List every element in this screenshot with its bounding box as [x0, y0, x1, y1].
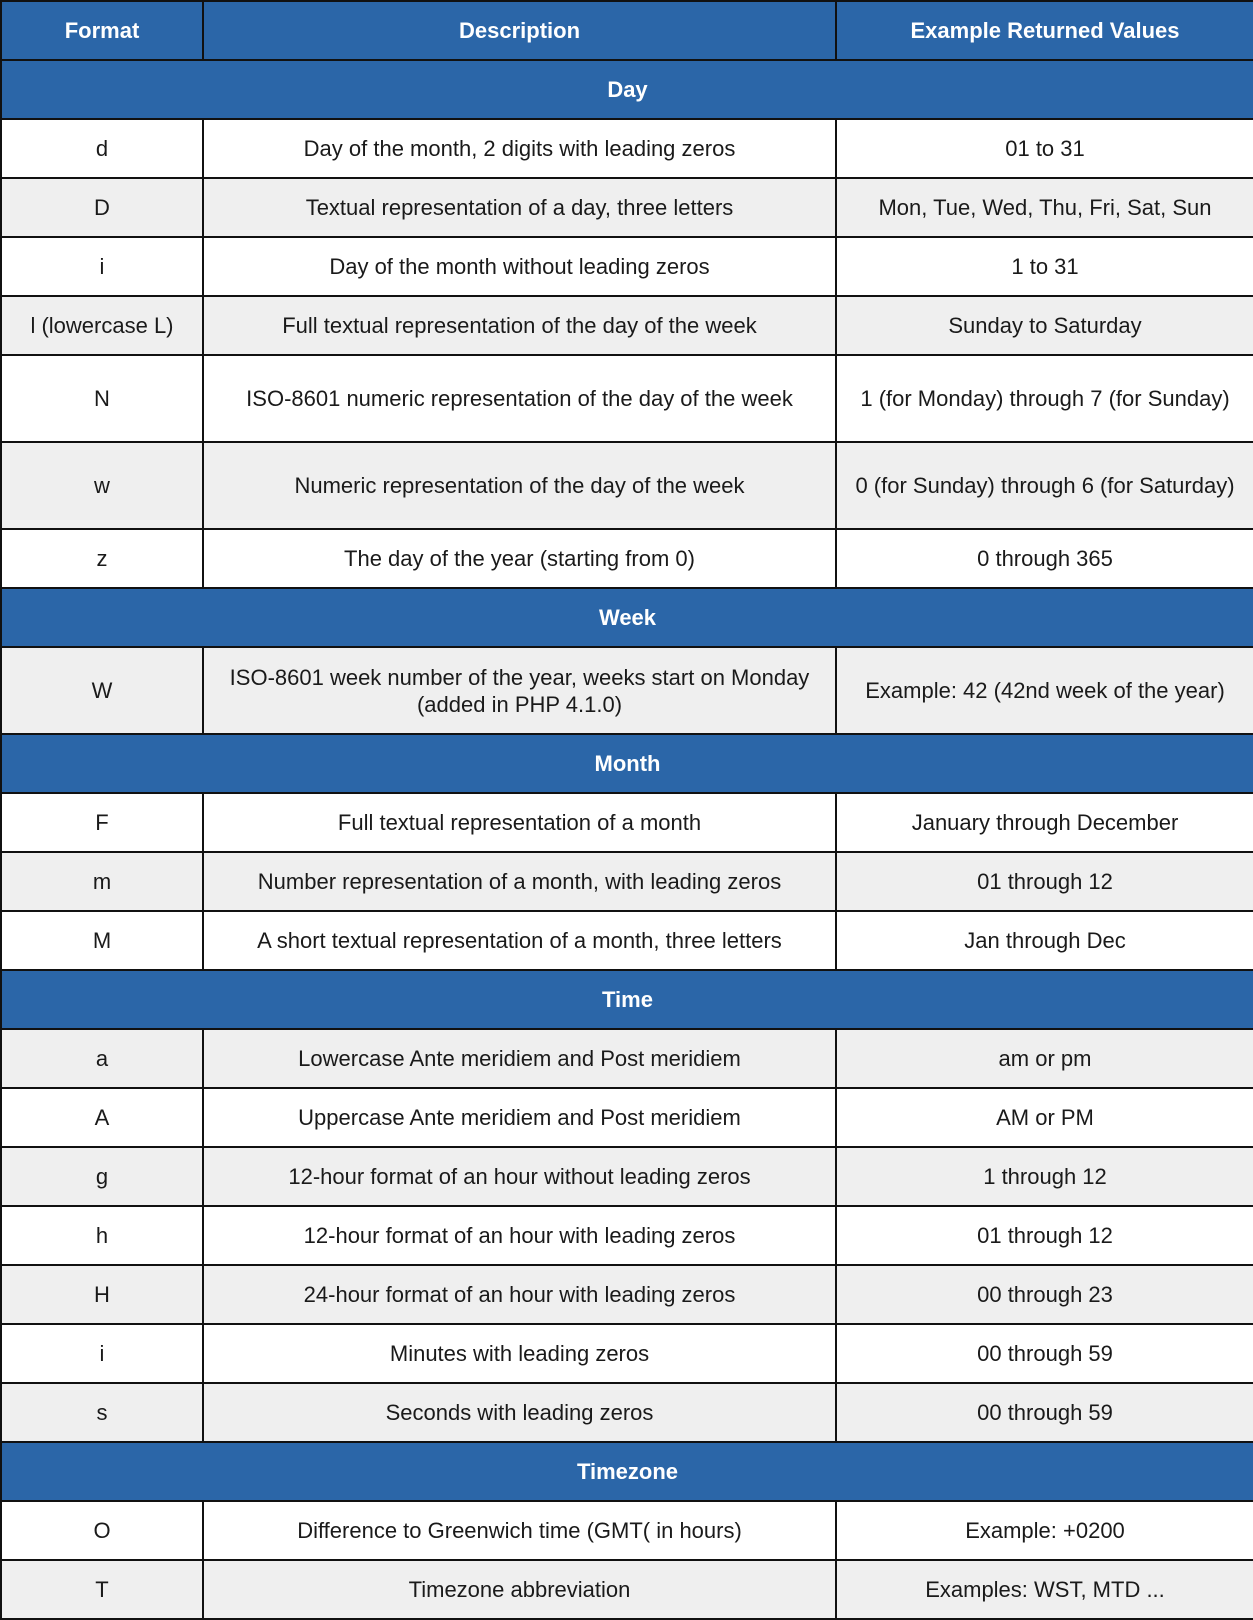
cell-example: Example: +0200: [835, 1500, 1253, 1561]
cell-description: 24-hour format of an hour with leading z…: [202, 1264, 837, 1325]
cell-example: 01 to 31: [835, 118, 1253, 179]
cell-description: A short textual representation of a mont…: [202, 910, 837, 971]
table-row: s Seconds with leading zeros 00 through 59: [0, 1382, 1253, 1443]
cell-example: AM or PM: [835, 1087, 1253, 1148]
cell-description: Difference to Greenwich time (GMT( in ho…: [202, 1500, 837, 1561]
cell-format: D: [0, 177, 204, 238]
section-title: Time: [0, 969, 1253, 1030]
cell-description: 12-hour format of an hour without leadin…: [202, 1146, 837, 1207]
cell-description: Full textual representation of the day o…: [202, 295, 837, 356]
cell-format: w: [0, 441, 204, 530]
cell-description: Timezone abbreviation: [202, 1559, 837, 1620]
cell-description: Day of the month, 2 digits with leading …: [202, 118, 837, 179]
cell-format: M: [0, 910, 204, 971]
table-row: O Difference to Greenwich time (GMT( in h…: [0, 1500, 1253, 1561]
section-header-row: Time: [0, 969, 1253, 1030]
section-header-row: Week: [0, 587, 1253, 648]
header-example: Example Returned Values: [835, 0, 1253, 61]
cell-format: T: [0, 1559, 204, 1620]
cell-description: Lowercase Ante meridiem and Post meridie…: [202, 1028, 837, 1089]
cell-description: 12-hour format of an hour with leading z…: [202, 1205, 837, 1266]
cell-format: A: [0, 1087, 204, 1148]
cell-description: The day of the year (starting from 0): [202, 528, 837, 589]
table-row: T Timezone abbreviation Examples: WST, MTD…: [0, 1559, 1253, 1620]
table-row: w Numeric representation of the day of th…: [0, 441, 1253, 530]
section-header-row: Month: [0, 733, 1253, 794]
cell-format: i: [0, 1323, 204, 1384]
section-title: Month: [0, 733, 1253, 794]
cell-format: m: [0, 851, 204, 912]
section-title: Day: [0, 59, 1253, 120]
table-row: N ISO-8601 numeric representation of the …: [0, 354, 1253, 443]
header-description: Description: [202, 0, 837, 61]
table-row: z The day of the year (starting from 0) 0 …: [0, 528, 1253, 589]
cell-description: Day of the month without leading zeros: [202, 236, 837, 297]
table-row: W ISO-8601 week number of the year, weeks…: [0, 646, 1253, 735]
table-row: g 12-hour format of an hour without leadi…: [0, 1146, 1253, 1207]
section-header-row: Timezone: [0, 1441, 1253, 1502]
cell-format: H: [0, 1264, 204, 1325]
table-row: a Lowercase Ante meridiem and Post meridi…: [0, 1028, 1253, 1089]
table-row: m Number representation of a month, with …: [0, 851, 1253, 912]
cell-example: Jan through Dec: [835, 910, 1253, 971]
cell-format: W: [0, 646, 204, 735]
cell-example: 0 through 365: [835, 528, 1253, 589]
header-format: Format: [0, 0, 204, 61]
table-header-row: Format Description Example Returned Valu…: [0, 0, 1253, 61]
cell-example: Mon, Tue, Wed, Thu, Fri, Sat, Sun: [835, 177, 1253, 238]
cell-example: 1 (for Monday) through 7 (for Sunday): [835, 354, 1253, 443]
cell-example: 1 to 31: [835, 236, 1253, 297]
cell-format: d: [0, 118, 204, 179]
table-row: i Day of the month without leading zeros 1…: [0, 236, 1253, 297]
cell-example: 1 through 12: [835, 1146, 1253, 1207]
cell-example: 0 (for Sunday) through 6 (for Saturday): [835, 441, 1253, 530]
cell-description: ISO-8601 numeric representation of the d…: [202, 354, 837, 443]
cell-format: i: [0, 236, 204, 297]
cell-format: a: [0, 1028, 204, 1089]
table-row: i Minutes with leading zeros 00 through 59: [0, 1323, 1253, 1384]
cell-example: Examples: WST, MTD ...: [835, 1559, 1253, 1620]
cell-example: 00 through 23: [835, 1264, 1253, 1325]
cell-example: 01 through 12: [835, 851, 1253, 912]
cell-description: Numeric representation of the day of the…: [202, 441, 837, 530]
table-row: d Day of the month, 2 digits with leading…: [0, 118, 1253, 179]
cell-example: 00 through 59: [835, 1323, 1253, 1384]
cell-description: Uppercase Ante meridiem and Post meridie…: [202, 1087, 837, 1148]
cell-format: g: [0, 1146, 204, 1207]
cell-format: l (lowercase L): [0, 295, 204, 356]
cell-description: Minutes with leading zeros: [202, 1323, 837, 1384]
table-row: F Full textual representation of a month J…: [0, 792, 1253, 853]
cell-description: ISO-8601 week number of the year, weeks …: [202, 646, 837, 735]
section-title: Week: [0, 587, 1253, 648]
cell-format: s: [0, 1382, 204, 1443]
cell-format: O: [0, 1500, 204, 1561]
cell-example: Sunday to Saturday: [835, 295, 1253, 356]
cell-description: Full textual representation of a month: [202, 792, 837, 853]
table-row: A Uppercase Ante meridiem and Post meridi…: [0, 1087, 1253, 1148]
cell-example: 00 through 59: [835, 1382, 1253, 1443]
cell-example: Example: 42 (42nd week of the year): [835, 646, 1253, 735]
cell-example: 01 through 12: [835, 1205, 1253, 1266]
table-row: h 12-hour format of an hour with leading …: [0, 1205, 1253, 1266]
cell-format: N: [0, 354, 204, 443]
section-title: Timezone: [0, 1441, 1253, 1502]
cell-description: Textual representation of a day, three l…: [202, 177, 837, 238]
cell-format: h: [0, 1205, 204, 1266]
table-row: D Textual representation of a day, three …: [0, 177, 1253, 238]
table-row: H 24-hour format of an hour with leading …: [0, 1264, 1253, 1325]
cell-example: am or pm: [835, 1028, 1253, 1089]
section-header-row: Day: [0, 59, 1253, 120]
cell-description: Seconds with leading zeros: [202, 1382, 837, 1443]
cell-description: Number representation of a month, with l…: [202, 851, 837, 912]
cell-format: z: [0, 528, 204, 589]
cell-format: F: [0, 792, 204, 853]
table-body: Day d Day of the month, 2 digits with lead…: [0, 59, 1253, 1620]
cell-example: January through December: [835, 792, 1253, 853]
table-row: l (lowercase L) Full textual representati…: [0, 295, 1253, 356]
